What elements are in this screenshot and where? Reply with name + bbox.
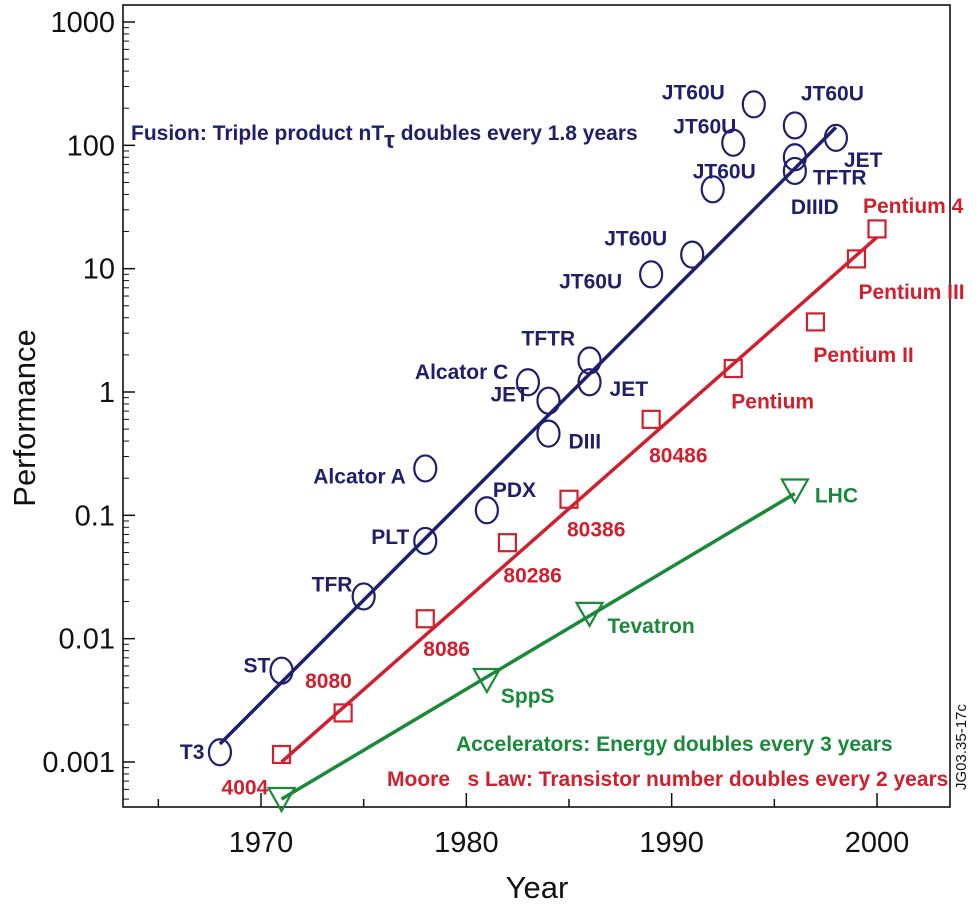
- y-tick-label: 0.001: [42, 747, 115, 779]
- y-tick-label: 0.1: [75, 500, 115, 532]
- fusion-point: [351, 582, 376, 611]
- moore-point: [271, 744, 292, 765]
- moore-point-label: 8080: [305, 670, 352, 693]
- fusion-annotation: Fusion: Triple product nTτ doubles every…: [131, 122, 638, 154]
- fusion-point-label: TFTR: [522, 328, 576, 351]
- fusion-point: [577, 368, 602, 397]
- moore-point: [723, 358, 743, 379]
- fusion-point: [536, 419, 561, 448]
- figure-code: JG03.35-17c: [953, 704, 970, 790]
- moore-point-label: 4004: [222, 777, 269, 800]
- trend-line-accelerators: [280, 492, 796, 801]
- fusion-point-label: PDX: [493, 479, 536, 502]
- fusion-point-label: JET: [844, 149, 883, 172]
- moore-annotation: Moore s Law: Transistor number doubles e…: [387, 768, 948, 791]
- fusion-point-label: JT60U: [801, 82, 864, 105]
- accelerators-point-label: SppS: [501, 685, 555, 708]
- fusion-point-label: Alcator C: [415, 361, 508, 384]
- fusion-point-label: ST: [244, 655, 271, 678]
- moore-point: [805, 312, 826, 332]
- fusion-point: [269, 656, 294, 685]
- fusion-point-label: T3: [180, 741, 205, 764]
- fusion-point: [577, 346, 602, 375]
- fusion-point: [680, 240, 705, 269]
- fusion-point: [536, 386, 561, 415]
- accelerator-point: [266, 786, 297, 814]
- fusion-point-label: JET: [490, 384, 529, 407]
- x-axis-title: Year: [506, 870, 569, 905]
- moore-point: [559, 489, 579, 509]
- y-tick-label: 0.01: [59, 624, 115, 656]
- fusion-point: [413, 526, 438, 556]
- fusion-point-label: Alcator A: [313, 465, 406, 488]
- moore-point-label: 80286: [503, 565, 561, 588]
- accelerator-point: [574, 601, 605, 629]
- fusion-point-label: DIIID: [791, 196, 839, 219]
- accelerators-point-label: LHC: [815, 485, 858, 508]
- trend-line-moore: [280, 235, 879, 764]
- moore-point-label: Pentium: [731, 391, 814, 414]
- markers: [207, 90, 887, 814]
- fusion-point: [639, 260, 664, 289]
- fusion-point: [207, 738, 233, 767]
- moore-point: [415, 609, 435, 629]
- moore-point-label: Pentium III: [858, 281, 964, 304]
- fusion-point-label: TFR: [312, 573, 353, 596]
- fusion-point-label: TFTR: [813, 166, 867, 189]
- fusion-point: [782, 111, 807, 140]
- y-tick-label: 1000: [50, 7, 115, 39]
- moore-point: [641, 409, 661, 429]
- fusion-point: [515, 368, 541, 397]
- x-tick-label: 2000: [845, 827, 910, 859]
- fusion-point-label: JT60U: [604, 228, 667, 251]
- moore-point: [867, 219, 887, 239]
- moore-point-label: 8086: [423, 638, 470, 661]
- x-tick-label: 1980: [434, 827, 499, 859]
- fusion-point: [721, 128, 746, 157]
- moore-point-label: 80486: [649, 444, 707, 467]
- moore-point-label: Pentium 4: [863, 195, 964, 218]
- fusion-point: [782, 143, 807, 172]
- plot-frame: [122, 4, 951, 808]
- fusion-point-label: JET: [610, 378, 649, 401]
- accelerator-point: [471, 667, 502, 695]
- y-tick-label: 1: [99, 377, 115, 409]
- x-tick-label: 1990: [639, 827, 704, 859]
- annotations: Fusion: Triple product nTτ doubles every…: [131, 122, 948, 791]
- y-tick-label: 100: [67, 130, 115, 162]
- trend-lines: [218, 126, 879, 801]
- accelerators-point-label: Tevatron: [608, 615, 695, 638]
- trend-line-fusion: [218, 126, 838, 746]
- fusion-point-label: JT60U: [693, 160, 756, 183]
- fusion-point: [700, 175, 725, 204]
- fusion-point-label: JT60U: [673, 116, 736, 139]
- moore-point: [497, 533, 517, 553]
- moore-point: [846, 249, 867, 269]
- fusion-point-label: DIII: [568, 431, 601, 454]
- accelerators-annotation: Accelerators: Energy doubles every 3 yea…: [456, 733, 893, 756]
- fusion-point-label: PLT: [371, 526, 409, 549]
- fusion-point-label: JT60U: [662, 81, 725, 104]
- moore-point-label: 80386: [567, 518, 625, 541]
- y-axis-title: Performance: [7, 329, 42, 506]
- fusion-point: [741, 90, 766, 119]
- x-tick-label: 1970: [229, 827, 294, 859]
- y-tick-label: 10: [83, 254, 115, 286]
- fusion-point: [413, 454, 438, 483]
- accelerator-point: [779, 478, 810, 505]
- fusion-point: [474, 496, 499, 525]
- fusion-point-label: JT60U: [559, 270, 622, 293]
- axes: 0.001 0.01 0.1 1 10 100 1000 1970 1980 1990 2000: [42, 4, 951, 859]
- fusion-point: [782, 156, 807, 186]
- fusion-point: [823, 123, 849, 152]
- moore-point: [333, 703, 353, 723]
- moore-point-label: Pentium II: [813, 344, 913, 367]
